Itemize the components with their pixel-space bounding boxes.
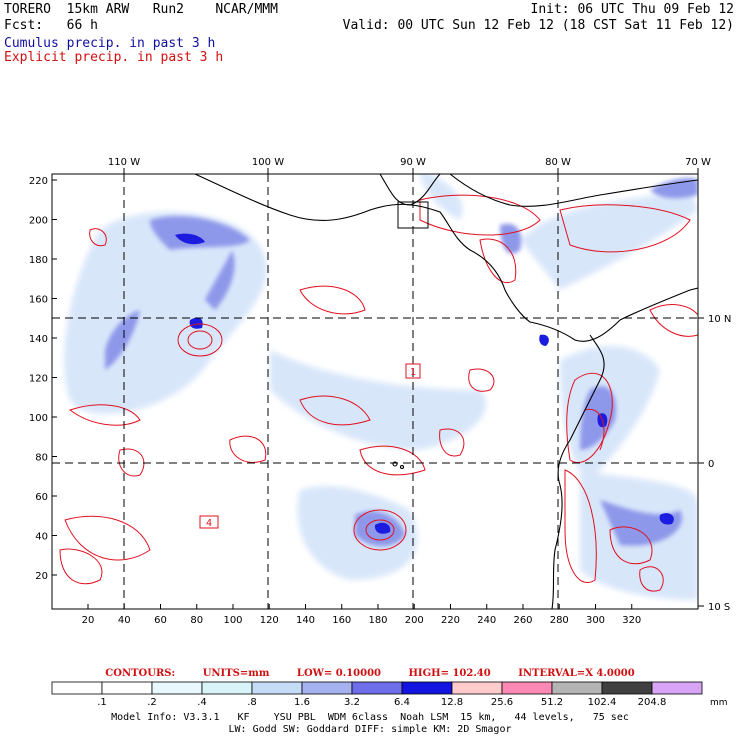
legend-swatch — [401, 681, 453, 695]
x-tick-label: 140 — [296, 615, 315, 626]
y-tick-label: 140 — [29, 334, 48, 345]
contours-units: UNITS=mm — [202, 668, 270, 679]
light-precip-shading — [64, 174, 698, 600]
heavy-precip-shading — [175, 233, 674, 534]
legend-swatch — [101, 681, 153, 695]
contours-info: CONTOURS: UNITS=mm LOW= 0.10000 HIGH= 10… — [0, 668, 740, 679]
contours-high: HIGH= 102.40 — [408, 668, 491, 679]
model-title: TORERO 15km ARW Run2 NCAR/MMM — [4, 2, 278, 17]
x-tick-label: 20 — [82, 615, 95, 626]
y-tick-label: 180 — [29, 255, 48, 266]
legend-swatch — [551, 681, 603, 695]
x-tick-label: 300 — [586, 615, 605, 626]
legend-value: .4 — [197, 697, 207, 708]
forecast-hour: Fcst: 66 h — [4, 18, 98, 33]
x-tick-label: 200 — [405, 615, 424, 626]
legend-swatch — [651, 681, 703, 695]
x-tick-label: 80 — [190, 615, 203, 626]
x-tick-label: 40 — [118, 615, 131, 626]
box-label-1: 1 — [410, 367, 416, 378]
lon-label: 70 W — [685, 157, 711, 168]
legend-swatch — [51, 681, 103, 695]
legend-unit: mm — [710, 698, 728, 708]
lat-label: 10 N — [708, 314, 731, 325]
y-tick-label: 220 — [29, 176, 48, 187]
legend-value: .8 — [247, 697, 257, 708]
model-physics: LW: Godd SW: Goddard DIFF: simple KM: 2D… — [228, 724, 512, 735]
legend-value: 51.2 — [541, 697, 563, 708]
x-tick-label: 180 — [368, 615, 387, 626]
y-tick-label: 160 — [29, 295, 48, 306]
lon-label: 90 W — [400, 157, 426, 168]
x-tick-label: 320 — [622, 615, 641, 626]
init-time: Init: 06 UTC Thu 09 Feb 12 — [530, 2, 735, 17]
x-tick-label: 280 — [550, 615, 569, 626]
legend-value: .2 — [147, 697, 157, 708]
legend-swatch — [151, 681, 203, 695]
coastlines — [194, 174, 698, 609]
legend-swatch — [301, 681, 353, 695]
x-tick-label: 220 — [441, 615, 460, 626]
medium-precip-shading — [105, 178, 698, 547]
legend-value: 12.8 — [441, 697, 463, 708]
x-tick-label: 240 — [477, 615, 496, 626]
legend-swatch — [251, 681, 303, 695]
contours-label: CONTOURS: — [105, 668, 176, 679]
legend-value: 25.6 — [491, 697, 513, 708]
lat-label: 0 — [708, 459, 714, 470]
legend-swatch — [201, 681, 253, 695]
y-tick-label: 200 — [29, 216, 48, 227]
x-tick-label: 160 — [332, 615, 351, 626]
legend-value: .1 — [97, 697, 107, 708]
legend-value: 204.8 — [638, 697, 667, 708]
legend-swatch — [601, 681, 653, 695]
legend-swatch — [501, 681, 553, 695]
legend-value: 6.4 — [394, 697, 410, 708]
lon-label: 110 W — [108, 157, 140, 168]
box-label-4: 4 — [206, 518, 212, 529]
lat-label: 10 S — [708, 602, 730, 613]
legend-value: 1.6 — [294, 697, 310, 708]
legend-swatch — [451, 681, 503, 695]
precip-legend: .1 .2 .4 .8 1.6 3.2 6.4 12.8 25.6 51.2 102.4 204.8 m… — [51, 681, 728, 708]
lon-label: 100 W — [252, 157, 284, 168]
field-cumulus-label: Cumulus precip. in past 3 h — [4, 36, 216, 51]
map-frame — [51, 173, 699, 610]
legend-value: 3.2 — [344, 697, 360, 708]
lon-label: 80 W — [545, 157, 571, 168]
y-tick-label: 20 — [35, 571, 48, 582]
graticule — [52, 174, 698, 609]
y-tick-label: 100 — [29, 413, 48, 424]
y-tick-label: 80 — [35, 453, 48, 464]
y-tick-label: 40 — [35, 532, 48, 543]
precip-map: 1 4 110 W 100 W 90 W 80 W 70 W 10 N 0 10 S 20 40 6… — [29, 157, 731, 626]
field-explicit-label: Explicit precip. in past 3 h — [4, 50, 224, 65]
x-tick-label: 60 — [154, 615, 167, 626]
model-info: Model Info: V3.3.1 KF YSU PBL WDM 6class… — [111, 712, 629, 723]
y-tick-label: 120 — [29, 374, 48, 385]
x-tick-label: 120 — [260, 615, 279, 626]
contours-interval: INTERVAL=X 4.0000 — [518, 668, 635, 679]
x-tick-label: 100 — [223, 615, 242, 626]
y-tick-label: 60 — [35, 492, 48, 503]
contours-low: LOW= 0.10000 — [296, 668, 381, 679]
explicit-precip-contours — [59, 194, 698, 592]
legend-value: 102.4 — [588, 697, 617, 708]
legend-swatch — [351, 681, 403, 695]
x-tick-label: 260 — [513, 615, 532, 626]
valid-time: Valid: 00 UTC Sun 12 Feb 12 (18 CST Sat … — [342, 18, 734, 33]
marker-boxes: 1 4 — [199, 201, 429, 529]
